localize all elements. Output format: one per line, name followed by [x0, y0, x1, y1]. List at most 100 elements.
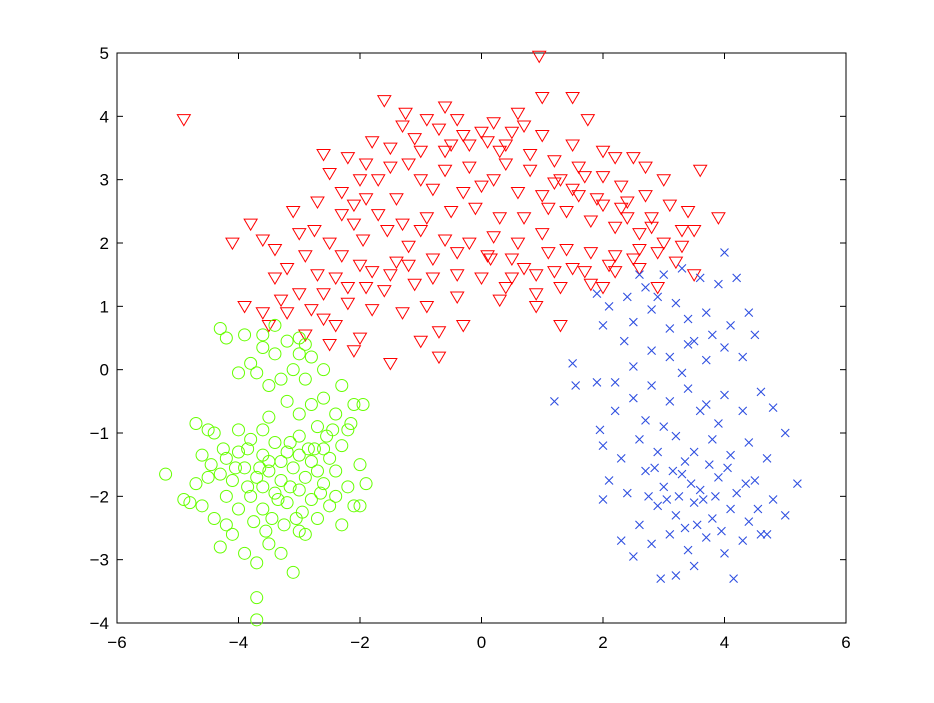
triangle-point	[370, 209, 386, 222]
triangle-point	[431, 351, 447, 365]
cross-point	[780, 428, 790, 438]
circle-point	[195, 448, 209, 462]
cross-point	[635, 434, 644, 444]
circle-point	[329, 489, 343, 503]
triangle-point	[540, 247, 556, 260]
triangle-point	[711, 212, 726, 225]
cross-point	[671, 571, 681, 580]
circle-point	[277, 518, 291, 532]
triangle-point	[383, 357, 398, 371]
triangle-point	[401, 158, 416, 171]
circle-point	[292, 524, 306, 538]
circle-point	[298, 372, 312, 386]
cross-point	[741, 479, 751, 489]
circle-point	[280, 496, 294, 510]
triangle-point	[340, 152, 356, 165]
circle-point	[310, 420, 324, 434]
circle-point	[213, 467, 227, 481]
cross-point	[656, 574, 666, 584]
triangle-point	[668, 256, 684, 270]
x-tick-label: −6	[107, 633, 126, 652]
triangle-point	[310, 196, 325, 209]
triangle-point	[328, 272, 344, 285]
circle-point	[250, 470, 264, 484]
triangle-point	[595, 281, 611, 295]
circle-point	[219, 518, 233, 532]
series-triangle-down	[176, 50, 726, 371]
circle-point	[238, 546, 252, 560]
cross-point	[647, 539, 656, 549]
circle-point	[262, 410, 276, 424]
cross-point	[610, 406, 620, 416]
triangle-point	[346, 218, 362, 232]
triangle-point	[601, 259, 617, 273]
triangle-point	[650, 247, 666, 260]
circle-point	[298, 527, 312, 541]
cross-point	[650, 463, 660, 473]
cross-point	[622, 488, 632, 498]
triangle-point	[686, 224, 702, 238]
triangle-point	[370, 174, 386, 187]
cross-point	[647, 381, 656, 390]
triangle-point	[583, 215, 599, 228]
cross-point	[680, 457, 690, 466]
triangle-point	[559, 243, 574, 257]
triangle-point	[316, 288, 331, 301]
triangle-point	[613, 202, 629, 216]
y-tick-label: −1	[90, 424, 109, 443]
circle-point	[307, 442, 321, 456]
triangle-point	[461, 237, 477, 251]
y-tick-label: 5	[100, 44, 109, 63]
circle-point	[207, 426, 221, 440]
cross-point	[662, 495, 672, 504]
triangle-point	[565, 183, 580, 197]
circle-point	[356, 398, 370, 411]
x-tick-label: 6	[841, 633, 850, 652]
triangle-point	[443, 139, 459, 152]
cross-point	[726, 320, 735, 330]
triangle-point	[692, 164, 708, 178]
triangle-point	[656, 237, 672, 251]
triangle-point	[279, 307, 295, 320]
circle-point	[213, 540, 227, 554]
cross-point	[738, 352, 748, 362]
triangle-point	[273, 294, 289, 308]
cross-point	[695, 406, 705, 416]
circle-point	[244, 432, 258, 446]
cross-point	[689, 561, 699, 571]
cross-point	[732, 273, 742, 283]
circle-point	[219, 451, 233, 465]
triangle-point	[176, 114, 192, 127]
cross-point	[714, 279, 723, 289]
triangle-point	[480, 250, 495, 263]
triangle-point	[528, 269, 544, 282]
cross-point	[671, 298, 681, 308]
triangle-point	[443, 205, 459, 219]
triangle-point	[449, 291, 465, 304]
triangle-point	[674, 224, 690, 238]
triangle-point	[504, 126, 520, 140]
triangle-point	[255, 307, 271, 320]
cross-point	[604, 476, 614, 485]
triangle-point	[607, 266, 623, 279]
triangle-point	[534, 190, 550, 203]
triangle-point	[498, 281, 514, 295]
triangle-point	[413, 174, 429, 187]
triangle-point	[267, 272, 283, 285]
triangle-point	[383, 142, 398, 156]
triangle-point	[419, 212, 435, 225]
circle-point	[238, 328, 252, 342]
triangle-point	[419, 300, 435, 314]
circle-point	[256, 502, 270, 516]
data-marks	[159, 50, 802, 627]
cross-point	[683, 384, 693, 394]
circle-point	[323, 499, 337, 513]
circle-point	[204, 458, 218, 472]
circle-point	[268, 436, 282, 449]
triangle-point	[395, 218, 410, 232]
cross-point	[686, 479, 696, 489]
circle-point	[280, 394, 294, 408]
triangle-point	[510, 237, 526, 251]
circle-point	[341, 423, 355, 437]
